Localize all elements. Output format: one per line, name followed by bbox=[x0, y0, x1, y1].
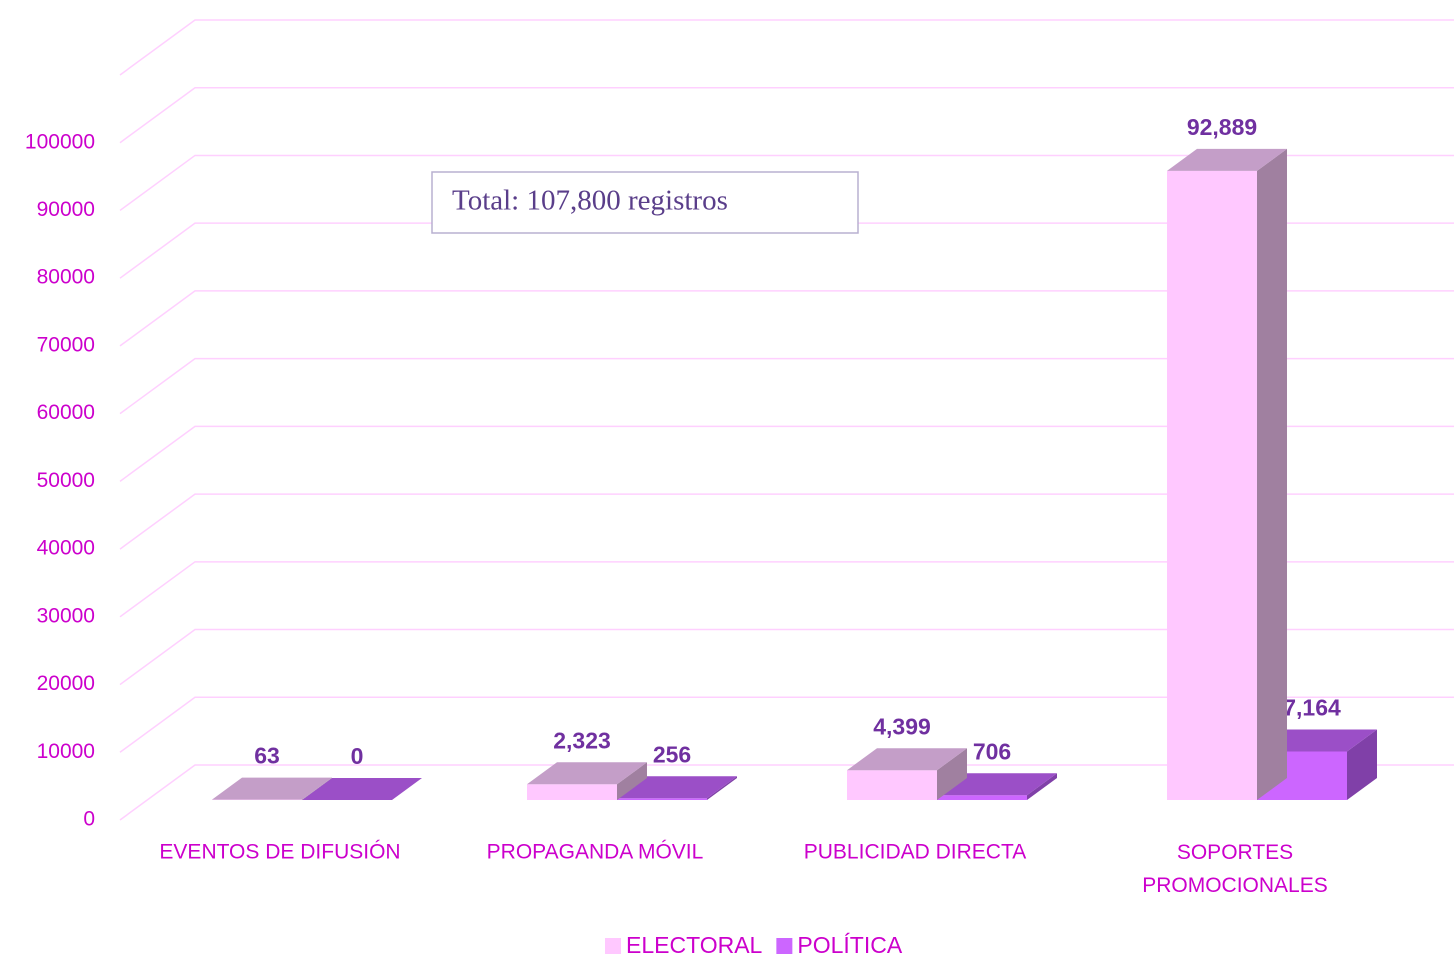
bar-front bbox=[527, 784, 617, 800]
y-tick-label: 0 bbox=[83, 808, 95, 831]
grid-line bbox=[119, 425, 1454, 482]
y-tick-label: 90000 bbox=[37, 198, 95, 221]
y-tick-label: 20000 bbox=[37, 672, 95, 695]
x-tick-label: PUBLICIDAD DIRECTA bbox=[804, 841, 1026, 864]
value-label: 63 bbox=[254, 743, 280, 769]
bar-side bbox=[707, 776, 737, 800]
value-label: 4,399 bbox=[873, 713, 931, 739]
y-tick-label: 100000 bbox=[25, 130, 95, 153]
grid-line bbox=[119, 628, 1454, 686]
grid-line bbox=[119, 86, 1454, 144]
bar-front bbox=[937, 795, 1027, 800]
x-tick-label: EVENTOS DE DIFUSIÓN bbox=[159, 841, 400, 864]
bar bbox=[302, 778, 422, 800]
annotation: Total: 107,800 registros bbox=[452, 185, 728, 217]
bar bbox=[617, 776, 737, 800]
grid-frame bbox=[119, 19, 1454, 76]
value-label: 2,323 bbox=[553, 727, 611, 753]
value-label: 7,164 bbox=[1283, 695, 1341, 721]
bar-top bbox=[617, 776, 737, 799]
grid-line bbox=[119, 222, 1454, 279]
y-tick-label: 40000 bbox=[37, 537, 95, 560]
bar bbox=[527, 762, 647, 800]
bar bbox=[847, 748, 967, 800]
bar-side bbox=[1257, 148, 1287, 801]
annotation-box bbox=[431, 171, 859, 234]
grid-line bbox=[119, 154, 1454, 212]
legend-label: ELECTORAL bbox=[626, 932, 763, 958]
legend-swatch bbox=[776, 938, 793, 954]
value-label: 256 bbox=[653, 741, 691, 767]
x-tick-label-line: SOPORTES bbox=[1177, 841, 1293, 864]
value-label: 0 bbox=[351, 743, 364, 769]
grid-line bbox=[119, 493, 1454, 550]
x-tick-label-line: PROMOCIONALES bbox=[1142, 874, 1328, 897]
bar-side bbox=[302, 777, 332, 800]
bar-top bbox=[847, 748, 967, 771]
y-tick-label: 10000 bbox=[37, 740, 95, 763]
y-tick-label: 70000 bbox=[37, 333, 95, 356]
legend-label: POLÍTICA bbox=[797, 932, 902, 958]
x-tick-label: PROPAGANDA MÓVIL bbox=[487, 841, 704, 864]
y-tick-label: 80000 bbox=[37, 266, 95, 289]
bar bbox=[1167, 148, 1287, 801]
bar-top bbox=[937, 773, 1057, 796]
value-label: 706 bbox=[973, 738, 1011, 764]
bar-top bbox=[1167, 148, 1287, 171]
bar bbox=[937, 773, 1057, 800]
bar-top bbox=[527, 762, 647, 785]
bar-front bbox=[847, 770, 937, 800]
y-tick-label: 60000 bbox=[37, 401, 95, 424]
grid-line bbox=[119, 696, 1454, 753]
bar-front bbox=[1167, 170, 1257, 801]
grid-line bbox=[119, 764, 1454, 821]
grid-line bbox=[119, 561, 1454, 618]
bar-side bbox=[617, 762, 647, 800]
bar bbox=[212, 777, 332, 800]
grid-line bbox=[119, 357, 1454, 415]
bar-side bbox=[937, 748, 967, 800]
legend-swatch bbox=[605, 938, 621, 954]
bar-side bbox=[1347, 729, 1377, 800]
x-tick-label: SOPORTES PROMOCIONALES bbox=[1142, 841, 1328, 897]
bar-top bbox=[302, 778, 422, 800]
y-tick-label: 50000 bbox=[37, 469, 95, 492]
bar-side bbox=[1027, 773, 1057, 800]
bar-front bbox=[617, 798, 707, 800]
grid-line bbox=[119, 290, 1454, 347]
bar-top bbox=[212, 777, 332, 800]
value-label: 92,889 bbox=[1187, 114, 1257, 140]
y-tick-label: 30000 bbox=[37, 604, 95, 627]
